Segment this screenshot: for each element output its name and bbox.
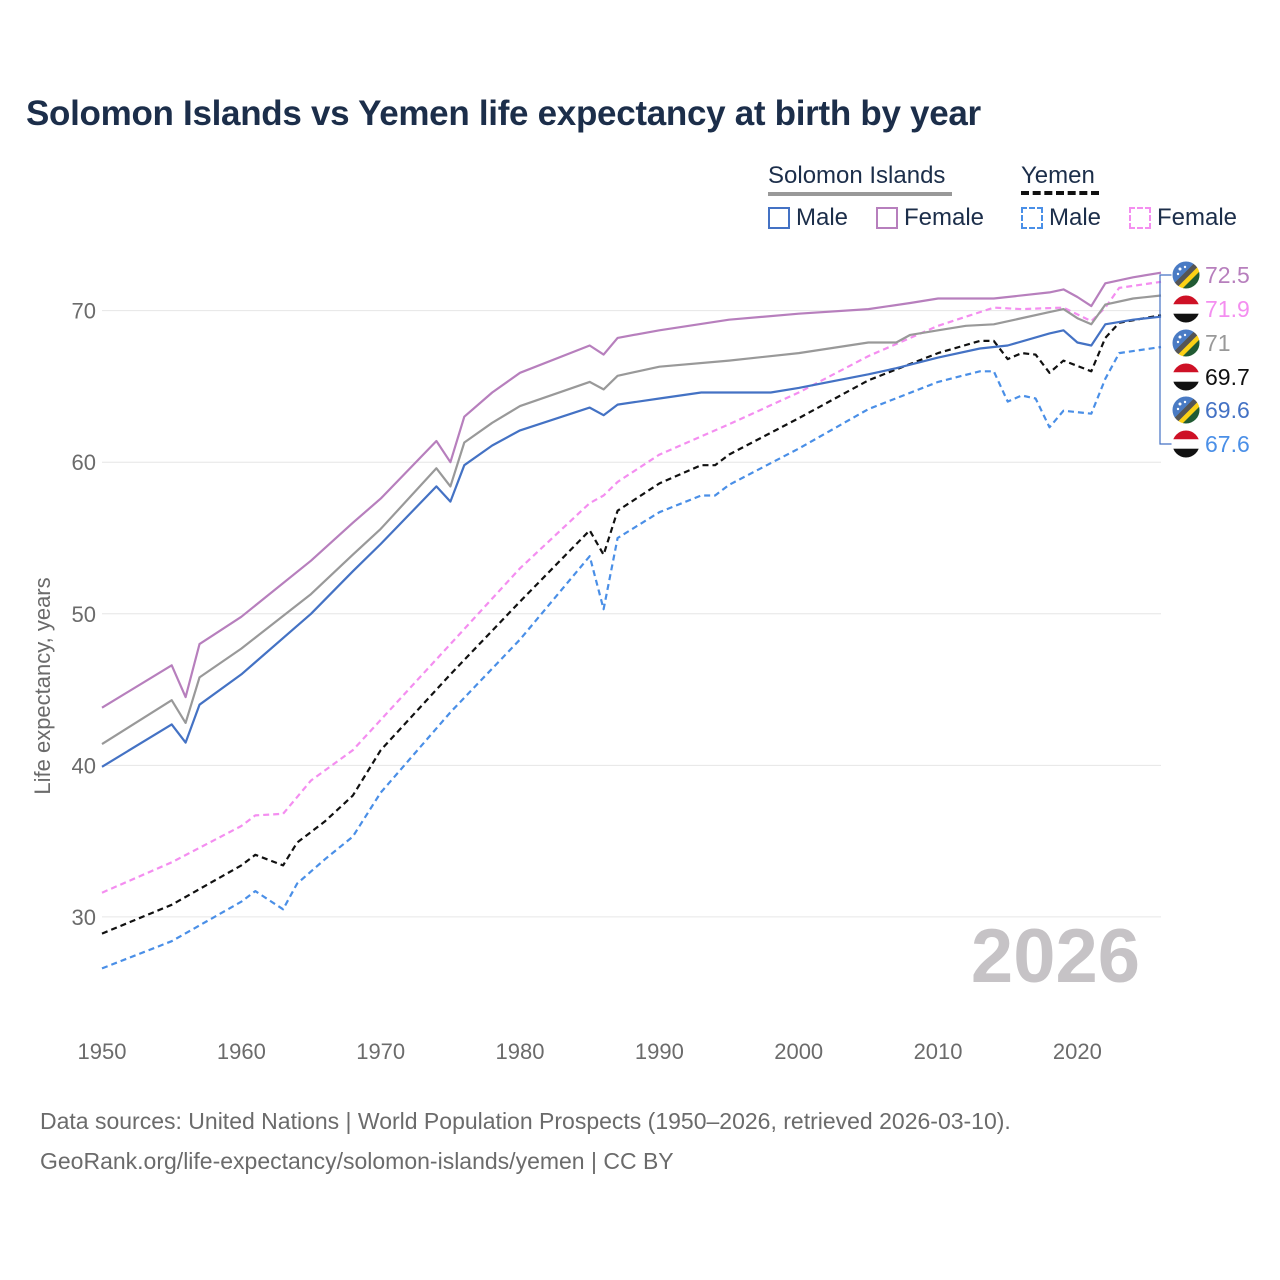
legend-label-solomon-male: Male bbox=[796, 204, 849, 231]
legend-line-solomon bbox=[768, 192, 952, 196]
end-label-yemen_female: 71.9 bbox=[1205, 296, 1250, 322]
x-tick-label-1970: 1970 bbox=[356, 1039, 405, 1064]
yemen-flag-icon bbox=[1171, 362, 1201, 392]
legend-country-yemen: Yemen bbox=[1021, 162, 1095, 189]
end-label-yemen_male: 67.6 bbox=[1205, 431, 1250, 457]
footer-url[interactable]: GeoRank.org/life-expectancy/solomon-isla… bbox=[40, 1148, 674, 1174]
legend-label-yemen-female: Female bbox=[1157, 204, 1238, 231]
x-tick-label-1980: 1980 bbox=[496, 1039, 545, 1064]
y-tick-label-40: 40 bbox=[72, 753, 96, 778]
legend-item-solomon-female[interactable]: Female bbox=[876, 204, 984, 232]
end-label-solomon_male: 69.6 bbox=[1205, 397, 1250, 423]
y-tick-label-50: 50 bbox=[72, 602, 96, 627]
legend-country-solomon: Solomon Islands bbox=[768, 162, 946, 189]
y-tick-label-70: 70 bbox=[72, 299, 96, 324]
yemen-flag-icon bbox=[1171, 429, 1201, 459]
legend-swatch-yemen-female bbox=[1129, 207, 1151, 229]
legend-swatch-solomon-female bbox=[876, 207, 898, 229]
y-tick-label-60: 60 bbox=[72, 450, 96, 475]
year-watermark: 2026 bbox=[971, 914, 1140, 999]
footer-sources: Data sources: United Nations | World Pop… bbox=[40, 1108, 1011, 1134]
end-label-yemen_total: 69.7 bbox=[1205, 364, 1250, 390]
series-line-solomon_female bbox=[101, 271, 1162, 709]
x-tick-label-1990: 1990 bbox=[635, 1039, 684, 1064]
series-line-yemen_total bbox=[101, 314, 1162, 935]
chart-title: Solomon Islands vs Yemen life expectancy… bbox=[26, 94, 981, 133]
x-tick-label-1960: 1960 bbox=[217, 1039, 266, 1064]
series-line-solomon_male bbox=[101, 315, 1162, 768]
legend-line-yemen bbox=[1021, 191, 1099, 195]
yemen-flag-icon bbox=[1171, 294, 1201, 324]
solomon-islands-flag-icon bbox=[1171, 260, 1201, 290]
legend-swatch-solomon-male bbox=[768, 207, 790, 229]
series-line-solomon_total bbox=[101, 294, 1162, 746]
series-line-yemen_male bbox=[101, 345, 1162, 970]
y-tick-label-30: 30 bbox=[72, 905, 96, 930]
series-line-yemen_female bbox=[101, 280, 1162, 894]
x-tick-label-2010: 2010 bbox=[914, 1039, 963, 1064]
x-tick-label-2000: 2000 bbox=[774, 1039, 823, 1064]
legend-item-yemen-male[interactable]: Male bbox=[1021, 204, 1101, 232]
y-axis-label: Life expectancy, years bbox=[30, 577, 55, 794]
x-tick-label-2020: 2020 bbox=[1053, 1039, 1102, 1064]
legend-swatch-yemen-male bbox=[1021, 207, 1043, 229]
end-label-solomon_female: 72.5 bbox=[1205, 262, 1250, 288]
x-tick-label-1950: 1950 bbox=[78, 1039, 127, 1064]
solomon-islands-flag-icon bbox=[1171, 328, 1201, 358]
legend-item-solomon-male[interactable]: Male bbox=[768, 204, 848, 232]
end-label-bracket bbox=[1159, 274, 1172, 445]
legend-label-yemen-male: Male bbox=[1049, 204, 1102, 231]
legend-item-yemen-female[interactable]: Female bbox=[1129, 204, 1237, 232]
solomon-islands-flag-icon bbox=[1171, 395, 1201, 425]
legend-label-solomon-female: Female bbox=[904, 204, 985, 231]
end-label-solomon_total: 71 bbox=[1205, 330, 1231, 356]
